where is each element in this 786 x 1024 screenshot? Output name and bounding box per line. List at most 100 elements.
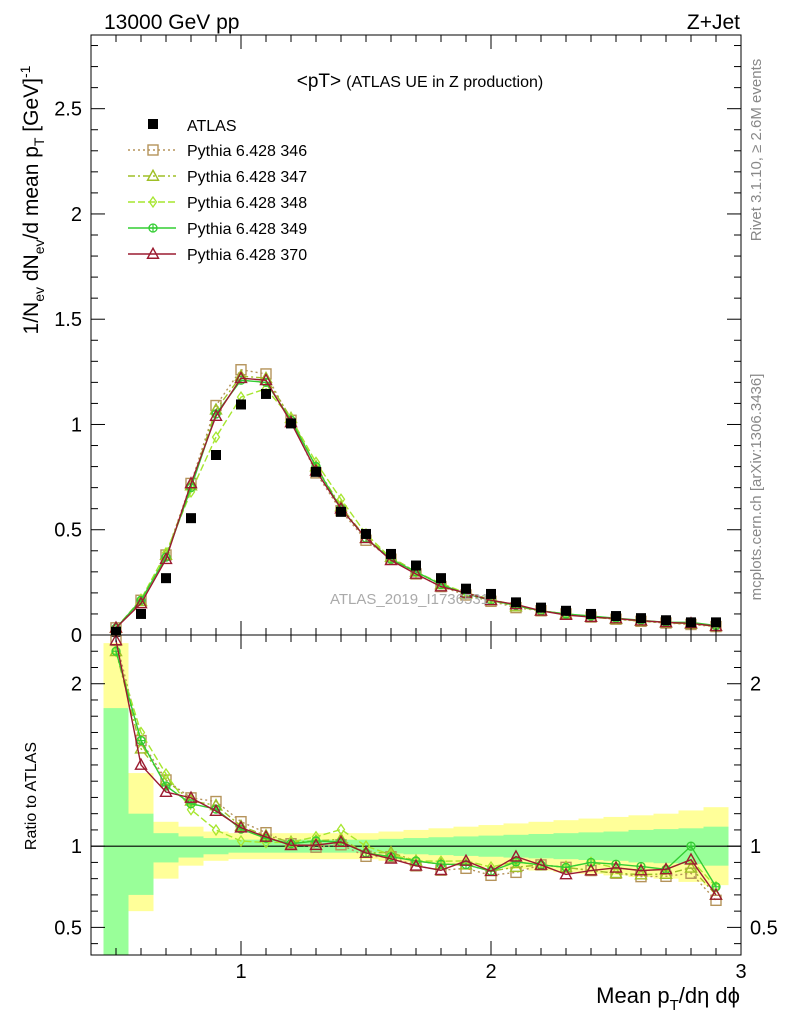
- y-axis-label: 1/Nev dNev/d mean pT [GeV]-1: [17, 65, 47, 334]
- legend: ATLAS Pythia 6.428 346 Pythia 6.428 347 Pyt…: [128, 118, 307, 264]
- ratio-5-point: [434, 863, 448, 876]
- ratio-4-point: [686, 841, 696, 851]
- series-5-point: [134, 596, 148, 609]
- ratio-panel: Ratio to ATLAS: [23, 633, 742, 956]
- header-energy-label: 13000 GeV pp: [104, 11, 239, 34]
- plot-title-sub: (ATLAS UE in Z production): [346, 74, 543, 91]
- data-point: [211, 450, 221, 460]
- data-point: [186, 513, 196, 524]
- legend-label-5: Pythia 6.428 370: [187, 247, 307, 264]
- ratio-y-tick-label: 2: [71, 674, 82, 696]
- ratio-3-point: [161, 767, 171, 781]
- data-point: [611, 611, 621, 622]
- x-tick-label: 1: [235, 961, 246, 983]
- ratio-5-point: [109, 633, 123, 646]
- data-point: [336, 506, 346, 517]
- x-axis-label: Mean pT/dη dϕ: [596, 983, 740, 1014]
- ratio-y-tick-label-right: 2: [750, 674, 761, 696]
- series-5-point: [384, 553, 398, 566]
- data-point: [361, 528, 371, 539]
- data-point: [486, 588, 496, 599]
- ratio-5-point: [634, 863, 648, 876]
- legend-label-2: Pythia 6.428 347: [187, 169, 307, 186]
- ratio-5-point: [309, 837, 323, 851]
- data-point: [136, 608, 146, 619]
- y-tick-label: 0.5: [54, 520, 82, 542]
- series-5-point: [159, 552, 173, 565]
- legend-label-1: Pythia 6.428 346: [187, 143, 307, 160]
- data-point: [236, 399, 246, 410]
- ratio-line-5: [115, 640, 717, 896]
- ratio-3-point: [236, 834, 246, 848]
- legend-marker-1: [147, 144, 159, 156]
- data-point: [411, 560, 421, 571]
- ratio-5-point: [659, 862, 673, 875]
- data-point: [586, 608, 596, 619]
- ratio-5-point: [234, 820, 248, 833]
- ratio-3-point: [186, 803, 196, 816]
- series-line-1: [115, 368, 717, 629]
- ratio-5-point: [684, 852, 698, 865]
- y-tick-label: 2: [71, 204, 82, 226]
- data-point: [686, 617, 696, 628]
- ratio-5-point: [709, 887, 723, 900]
- ratio-3-point: [336, 823, 346, 836]
- rivet-version-label: Rivet 3.1.10, ≥ 2.6M events: [748, 59, 765, 242]
- data-point: [436, 573, 446, 584]
- ratio-2-point: [684, 860, 698, 873]
- ratio-5-point: [484, 863, 498, 877]
- mcplots-label: mcplots.cern.ch [arXiv:1306.3436]: [748, 374, 765, 601]
- legend-marker-2: [146, 168, 160, 181]
- ratio-frame: [90, 634, 742, 956]
- ratio-5-point: [534, 857, 548, 870]
- legend-atlas-marker: [148, 119, 158, 129]
- ratio-band-green: [128, 813, 154, 895]
- y-tick-label: 1.5: [54, 309, 82, 331]
- ratio-3-point: [561, 861, 571, 874]
- series-5-point: [259, 373, 273, 386]
- plot-title: <pT> (ATLAS UE in Z production): [297, 71, 543, 92]
- ratio-4-point: [186, 799, 196, 809]
- ratio-5-point: [259, 829, 273, 842]
- series-3-point: [211, 430, 221, 444]
- ratio-5-point: [609, 860, 623, 873]
- data-point: [161, 573, 171, 584]
- ratio-y-tick-label: 0.5: [54, 917, 82, 939]
- data-point: [536, 602, 546, 613]
- ratio-5-point: [584, 863, 598, 876]
- legend-marker-5: [146, 246, 160, 259]
- ratio-band-green: [103, 708, 129, 955]
- ratio-3-point: [586, 856, 596, 869]
- main-panel: ATLAS_2019_I1736531 <pT> (ATLAS UE in Z p…: [17, 34, 742, 637]
- ratio-5-point: [559, 867, 573, 880]
- ratio-5-point: [209, 803, 223, 816]
- ratio-4-point: [136, 735, 146, 746]
- data-point: [261, 388, 271, 399]
- ratio-band-green: [153, 833, 179, 863]
- ratio-5-point: [459, 853, 473, 866]
- legend-label-3: Pythia 6.428 348: [187, 195, 307, 212]
- data-point: [386, 548, 396, 559]
- series-5-point: [184, 476, 198, 489]
- ratio-2-point: [634, 867, 648, 880]
- data-point: [661, 615, 671, 626]
- ratio-y-tick-label-right: 0.5: [750, 917, 778, 939]
- series-5-point: [234, 370, 248, 384]
- plot-title-main: <pT>: [297, 71, 341, 92]
- y-tick-label: 2.5: [54, 99, 82, 121]
- series-5-point: [209, 408, 223, 422]
- y-tick-label: 0: [71, 625, 82, 647]
- ratio-5-point: [409, 858, 423, 871]
- data-point: [461, 583, 471, 594]
- series-5-point: [484, 593, 498, 606]
- series-1-point: [235, 364, 247, 376]
- ratio-y-tick-label: 1: [71, 836, 82, 858]
- ratio-1-point: [710, 894, 722, 907]
- ratio-4-point: [511, 857, 521, 867]
- ratio-5-point: [184, 790, 198, 803]
- ratio-band-green: [178, 836, 204, 858]
- ratio-y-axis-label: Ratio to ATLAS: [23, 742, 40, 850]
- ratio-5-point: [159, 784, 173, 797]
- header-process-label: Z+Jet: [687, 11, 740, 34]
